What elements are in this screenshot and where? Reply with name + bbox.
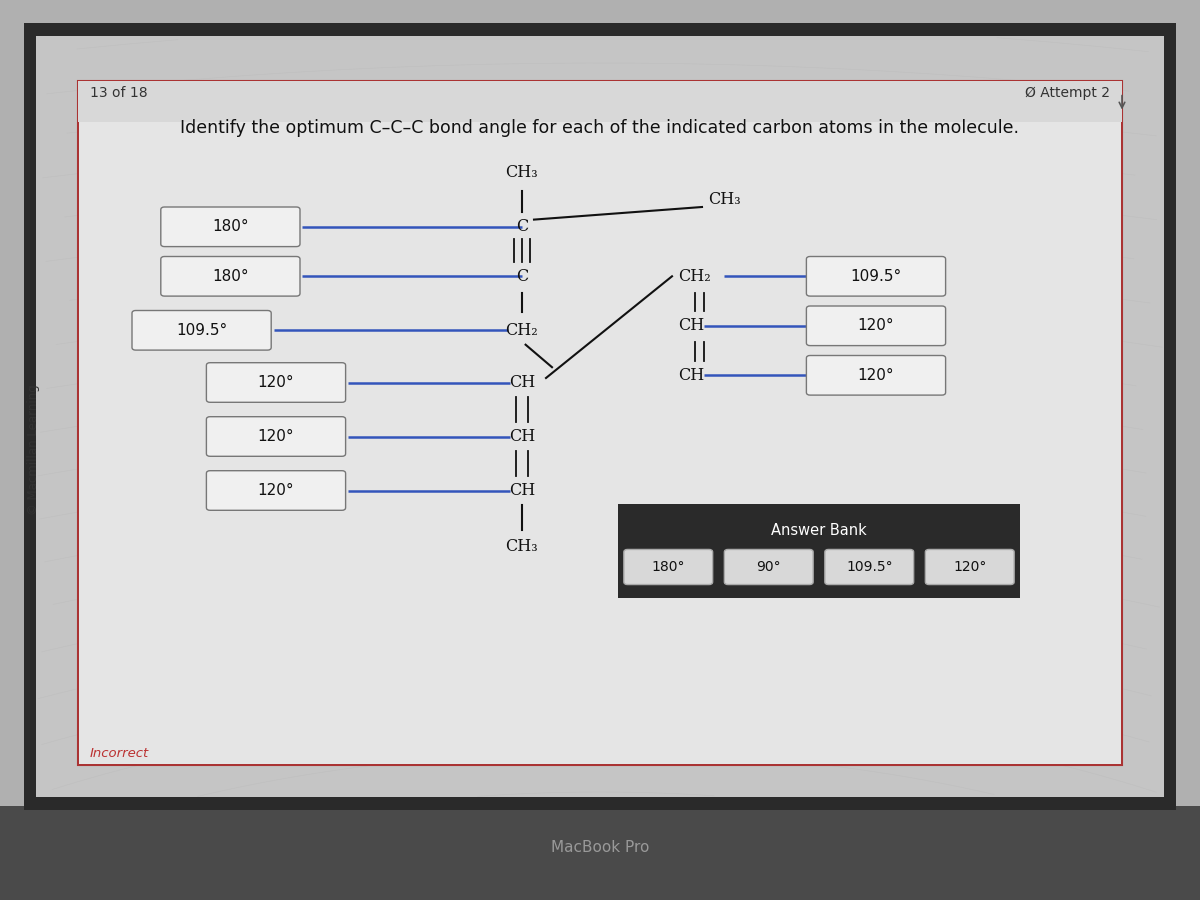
Text: 120°: 120° (258, 375, 294, 390)
FancyBboxPatch shape (806, 356, 946, 395)
Text: 120°: 120° (258, 483, 294, 498)
FancyBboxPatch shape (206, 471, 346, 510)
Text: CH₂: CH₂ (678, 268, 710, 284)
Text: Answer Bank: Answer Bank (772, 523, 866, 537)
Text: © Macmillan Learning: © Macmillan Learning (28, 384, 40, 516)
Text: CH₂: CH₂ (505, 322, 539, 338)
Text: 120°: 120° (953, 560, 986, 574)
FancyBboxPatch shape (161, 207, 300, 247)
Bar (78, 81, 1122, 122)
Text: C: C (516, 219, 528, 235)
FancyBboxPatch shape (806, 256, 946, 296)
Text: C: C (516, 268, 528, 284)
Text: 120°: 120° (858, 368, 894, 382)
FancyBboxPatch shape (725, 549, 814, 585)
FancyBboxPatch shape (206, 417, 346, 456)
Text: 180°: 180° (652, 560, 685, 574)
FancyBboxPatch shape (206, 363, 346, 402)
FancyBboxPatch shape (132, 310, 271, 350)
Bar (78, 81, 1122, 765)
Text: MacBook Pro: MacBook Pro (551, 841, 649, 855)
Text: 120°: 120° (258, 429, 294, 444)
Text: CH₃: CH₃ (708, 192, 740, 208)
Text: 180°: 180° (212, 269, 248, 284)
Text: 109.5°: 109.5° (176, 323, 227, 338)
Text: 180°: 180° (212, 220, 248, 234)
Text: CH: CH (678, 318, 704, 334)
FancyBboxPatch shape (806, 306, 946, 346)
Bar (24, 22, 1176, 810)
Text: 90°: 90° (756, 560, 781, 574)
FancyBboxPatch shape (624, 549, 713, 585)
Text: CH₃: CH₃ (505, 165, 539, 181)
Text: 109.5°: 109.5° (851, 269, 901, 284)
Text: 109.5°: 109.5° (846, 560, 893, 574)
Text: CH: CH (509, 374, 535, 391)
Text: Identify the optimum C–C–C bond angle for each of the indicated carbon atoms in : Identify the optimum C–C–C bond angle fo… (180, 119, 1020, 137)
Bar (0, 806, 1200, 900)
Bar (618, 503, 1020, 598)
Text: 13 of 18: 13 of 18 (90, 86, 148, 100)
Text: CH: CH (509, 482, 535, 499)
Text: Incorrect: Incorrect (90, 747, 149, 760)
FancyBboxPatch shape (925, 549, 1014, 585)
Text: 120°: 120° (858, 319, 894, 333)
Bar (79, 82, 1121, 764)
Text: CH: CH (509, 428, 535, 445)
FancyBboxPatch shape (161, 256, 300, 296)
Bar (36, 36, 1164, 796)
Text: CH₃: CH₃ (505, 538, 539, 554)
FancyBboxPatch shape (824, 549, 913, 585)
Text: CH: CH (678, 367, 704, 383)
Text: Ø Attempt 2: Ø Attempt 2 (1025, 86, 1110, 100)
